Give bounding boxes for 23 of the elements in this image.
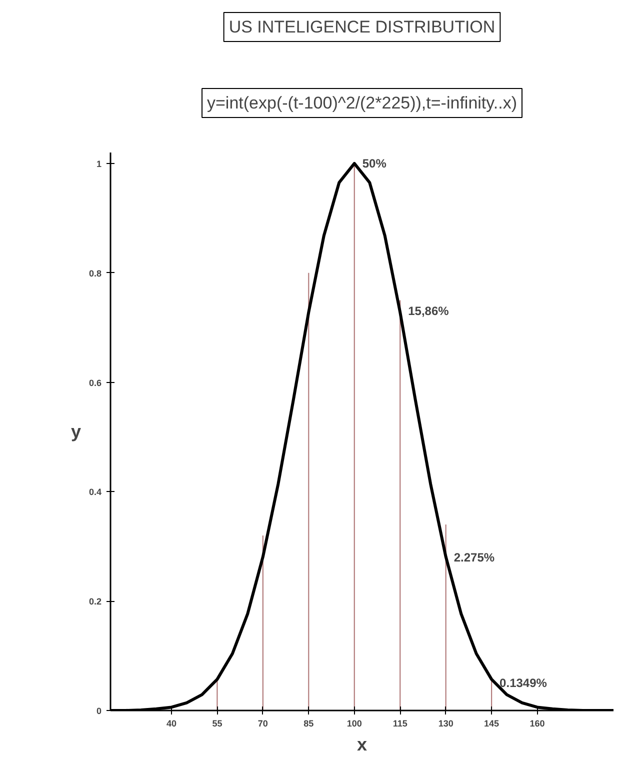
- annotation: 0.1349%: [500, 676, 548, 690]
- chart-title: US INTELIGENCE DISTRIBUTION: [228, 18, 496, 36]
- y-tick-label: 0.6: [88, 378, 102, 388]
- y-tick-label: 0.8: [88, 268, 102, 278]
- x-axis-title: x: [356, 734, 368, 754]
- x-tick-label: 160: [530, 718, 545, 728]
- x-tick-label: 85: [304, 718, 314, 728]
- x-tick-label: 100: [346, 718, 362, 728]
- y-tick-label: 0.4: [88, 487, 102, 498]
- x-tick-label: 130: [438, 718, 454, 728]
- chart-subtitle: y=int(exp(-(t-100)^2/(2*225)),t=-infinity..x): [207, 94, 517, 112]
- annotation: 50%: [362, 156, 387, 170]
- annotation: 2.275%: [454, 550, 495, 564]
- x-tick-label: 70: [258, 718, 268, 728]
- x-tick-label: 145: [484, 718, 500, 728]
- y-tick-label: 0: [96, 706, 102, 716]
- annotation: 15,86%: [408, 304, 450, 318]
- y-tick-label: 1: [96, 158, 102, 169]
- x-tick-label: 115: [392, 718, 408, 728]
- x-tick-label: 55: [212, 718, 222, 728]
- y-axis-title: y: [70, 422, 81, 442]
- x-tick-label: 40: [166, 718, 176, 728]
- y-tick-label: 0.2: [88, 596, 102, 607]
